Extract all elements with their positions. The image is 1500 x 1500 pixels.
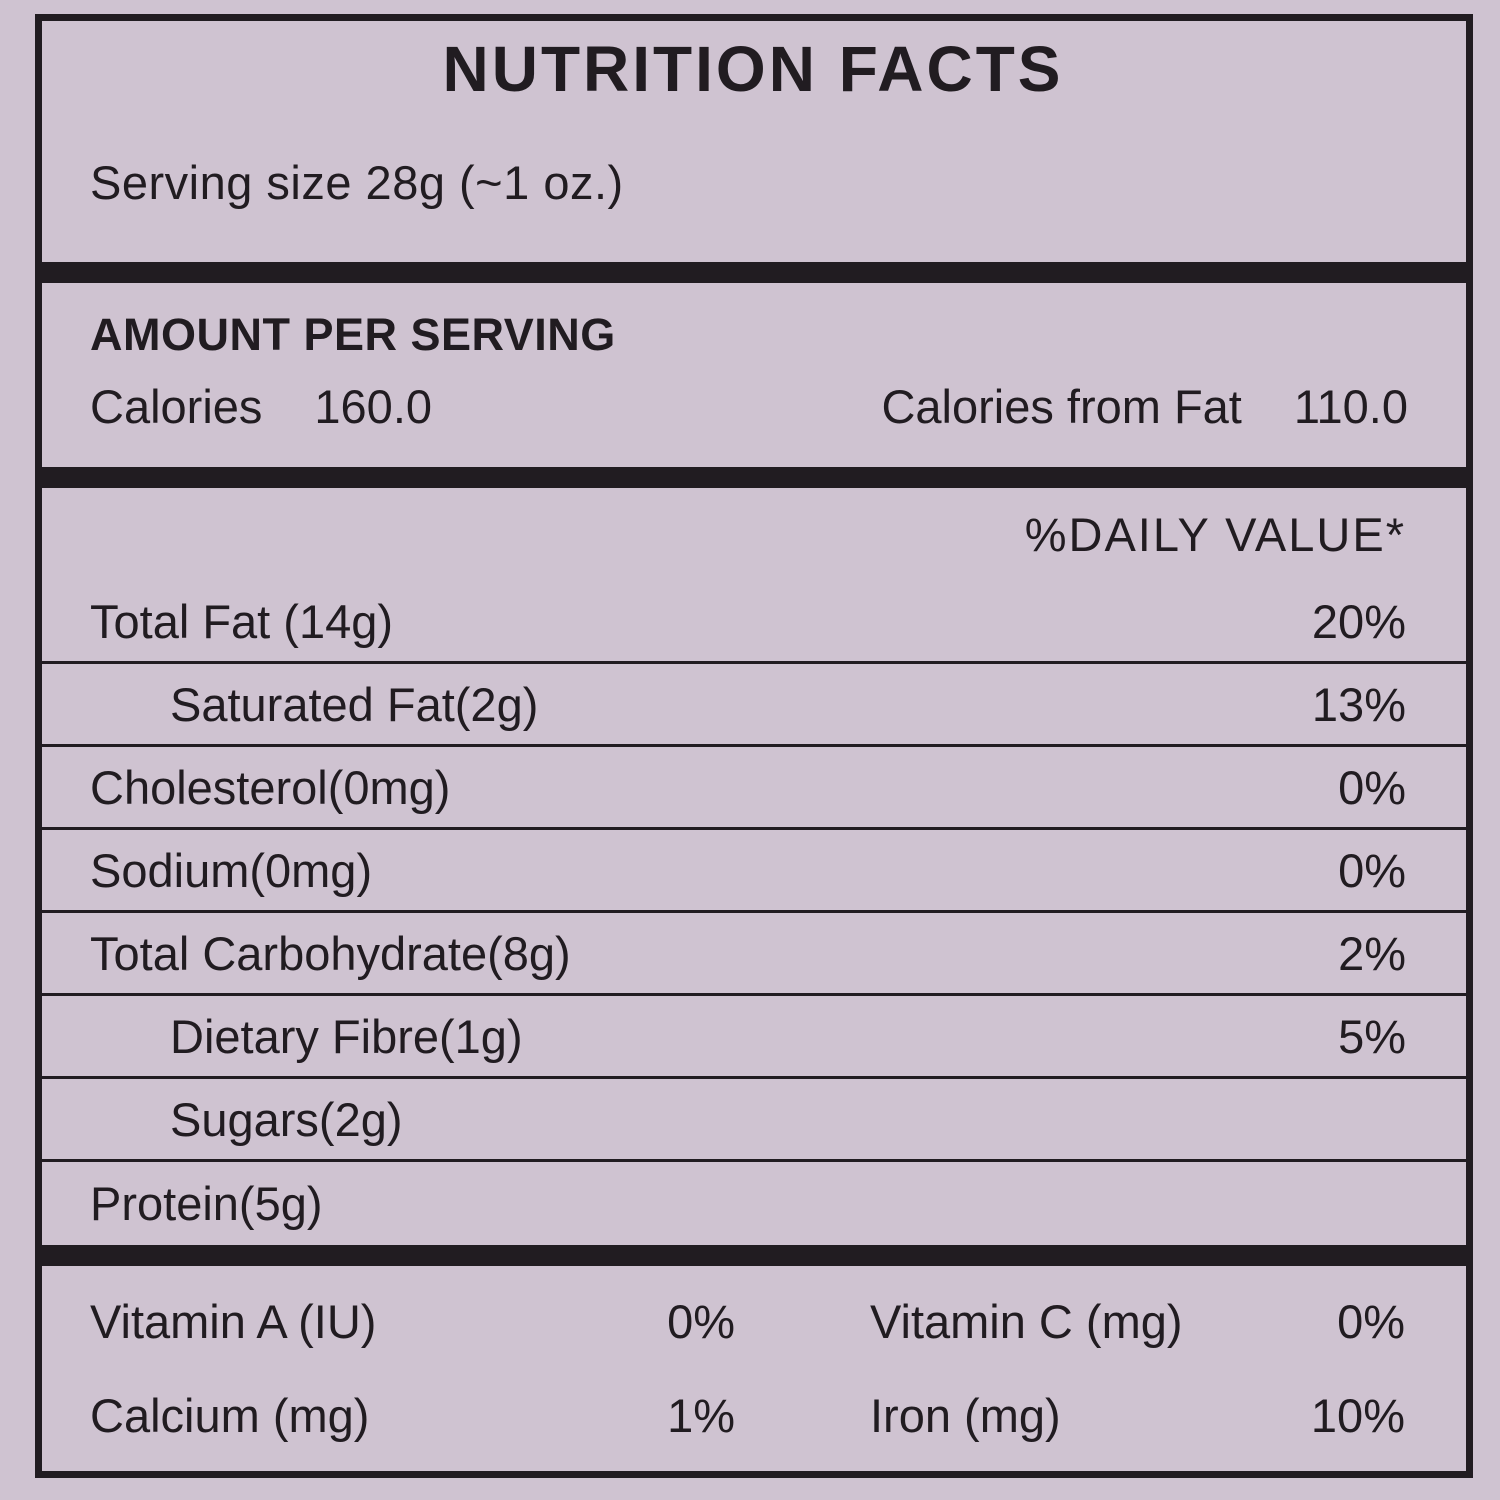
nutrient-row-total-carbohydrate: Total Carbohydrate(8g) 2% [42,913,1466,996]
serving-size-text: Serving size 28g (~1 oz.) [90,155,624,209]
nutrient-daily-value: 5% [1338,1009,1406,1063]
micronutrient-value: 10% [1310,1389,1405,1443]
thick-divider [42,467,1466,488]
calories-from-fat-pair: Calories from Fat 110.0 [881,379,1408,434]
nutrient-row-dietary-fibre: Dietary Fibre(1g) 5% [42,996,1466,1079]
micronutrient-name: Iron (mg) [870,1389,1061,1443]
nutrient-row-saturated-fat: Saturated Fat(2g) 13% [42,664,1466,747]
label-title: NUTRITION FACTS [442,33,1064,105]
nutrient-name: Protein(5g) [90,1177,323,1230]
amount-per-serving-heading: AMOUNT PER SERVING [90,309,616,360]
calories-from-fat-label: Calories from Fat [881,380,1242,433]
nutrient-name: Sodium(0mg) [90,843,373,897]
thick-divider [42,262,1466,283]
nutrients-table: %DAILY VALUE* Total Fat (14g) 20% Satura… [42,488,1466,1245]
nutrient-row-cholesterol: Cholesterol(0mg) 0% [42,747,1466,830]
spacer [1242,379,1294,434]
calories-label: Calories [90,380,263,433]
nutrient-name: Dietary Fibre(1g) [170,1009,523,1063]
spacer [262,379,314,434]
calories-row: Calories 160.0 Calories from Fat 110.0 [90,379,1408,434]
micronutrient-name: Vitamin A (IU) [90,1294,377,1348]
nutrient-daily-value: 2% [1338,926,1406,980]
nutrient-daily-value: 20% [1311,594,1406,648]
nutrient-name: Total Fat (14g) [90,594,394,648]
nutrient-name: Saturated Fat(2g) [170,677,539,731]
micronutrient-value: 0% [667,1294,735,1348]
nutrient-row-total-fat: Total Fat (14g) 20% [42,581,1466,664]
thick-divider [42,1245,1466,1266]
nutrient-name: Sugars(2g) [170,1092,403,1146]
nutrient-row-protein: Protein(5g) [42,1162,1466,1245]
nutrient-row-sodium: Sodium(0mg) 0% [42,830,1466,913]
nutrient-daily-value: 13% [1311,677,1406,731]
calories-pair: Calories 160.0 [90,379,432,434]
calories-value: 160.0 [314,380,433,433]
micronutrient-value: 0% [1337,1294,1405,1348]
label-header: NUTRITION FACTS Serving size 28g (~1 oz.… [42,21,1466,262]
calories-from-fat-value: 110.0 [1293,380,1408,433]
nutrient-daily-value: 0% [1338,760,1406,814]
micronutrient-name: Calcium (mg) [90,1389,370,1443]
amount-per-serving-section: AMOUNT PER SERVING Calories 160.0 Calori… [42,283,1466,467]
micronutrients-grid: Vitamin A (IU) 0% Vitamin C (mg) 0% Calc… [42,1266,1466,1471]
micronutrient-name: Vitamin C (mg) [870,1294,1183,1348]
daily-value-header: %DAILY VALUE* [1024,508,1406,561]
nutrition-facts-label: NUTRITION FACTS Serving size 28g (~1 oz.… [35,14,1473,1478]
nutrient-name: Total Carbohydrate(8g) [90,926,571,980]
nutrient-row-sugars: Sugars(2g) [42,1079,1466,1162]
nutrient-daily-value: 0% [1338,843,1406,897]
micronutrient-value: 1% [667,1389,735,1443]
nutrient-name: Cholesterol(0mg) [90,760,451,814]
